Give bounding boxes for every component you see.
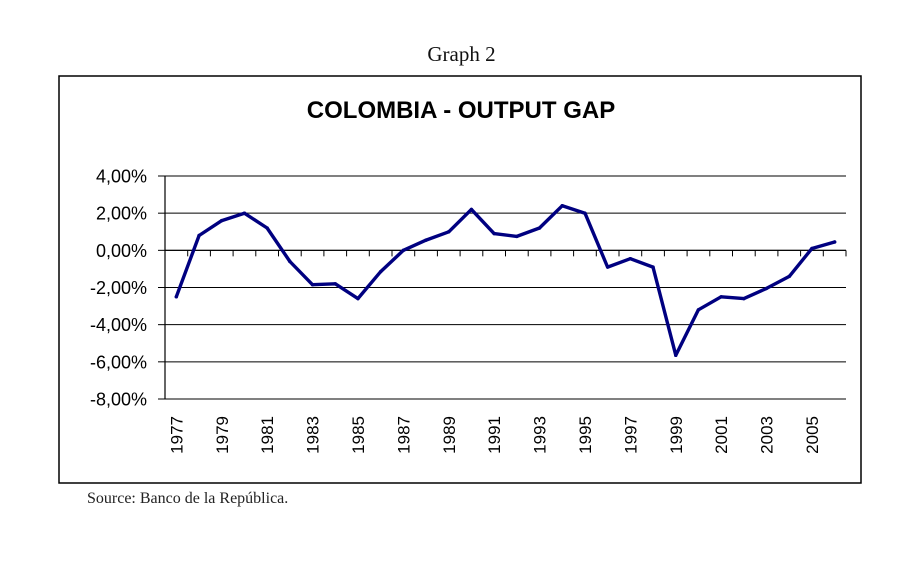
data-point: [810, 246, 814, 251]
data-point: [651, 265, 655, 269]
x-tick-label: 1983: [304, 416, 323, 454]
y-tick-label: 0,00%: [96, 241, 147, 261]
x-tick-label: 1981: [258, 416, 277, 454]
data-point: [356, 296, 360, 301]
y-tick-label: 2,00%: [96, 204, 147, 224]
y-tick-label: -6,00%: [90, 352, 147, 372]
x-tick-label: 1985: [349, 416, 368, 454]
data-point: [696, 308, 701, 312]
data-point: [197, 233, 201, 238]
data-point: [832, 240, 837, 244]
series-line: [174, 203, 837, 357]
data-point: [674, 353, 678, 358]
x-tick-label: 1997: [621, 416, 640, 454]
data-point: [447, 230, 451, 234]
x-tick-label: 2001: [712, 416, 731, 454]
data-point: [719, 295, 723, 299]
figure-caption: Graph 2: [427, 42, 496, 66]
data-point: [515, 234, 519, 239]
x-tick-label: 1977: [167, 416, 186, 454]
chart-frame: [58, 75, 862, 484]
x-tick-label: 1995: [576, 416, 595, 454]
x-axis: 1977 1979 1981 1983 1985 1987 1989 1991 1993 1995…: [165, 249, 847, 454]
x-tick-label: 1987: [394, 416, 413, 454]
chart-title: COLOMBIA - OUTPUT GAP: [307, 97, 615, 124]
data-point: [742, 296, 746, 301]
x-tick-label: 1993: [531, 416, 550, 454]
data-point: [333, 282, 337, 286]
data-point: [583, 211, 587, 215]
data-point: [310, 283, 315, 287]
data-point: [605, 265, 610, 269]
data-point: [787, 274, 791, 279]
y-tick-label: -4,00%: [90, 315, 147, 335]
data-point: [220, 218, 224, 223]
data-point: [288, 259, 292, 264]
data-point: [764, 286, 769, 291]
data-point: [492, 231, 496, 236]
x-tick-label: 1999: [667, 416, 686, 454]
x-tick-label: 1979: [213, 416, 232, 454]
y-tick-label: -8,00%: [90, 390, 147, 410]
x-tick-label: 2003: [758, 416, 777, 454]
data-point: [628, 256, 633, 261]
data-point: [424, 238, 428, 242]
data-point: [174, 295, 179, 299]
data-point: [469, 207, 474, 212]
source-note: Source: Banco de la República.: [87, 490, 289, 507]
x-tick-label: 1991: [485, 416, 504, 454]
y-tick-label: -2,00%: [90, 278, 147, 298]
x-tick-label: 2005: [803, 416, 822, 454]
data-point: [537, 226, 542, 230]
y-tick-label: 4,00%: [96, 167, 147, 187]
x-tick-label: 1989: [440, 416, 459, 454]
data-point: [378, 270, 383, 274]
y-axis: 4,00% 2,00% 0,00% -2,00% -4,00% -6,00% -8,00%: [90, 167, 166, 410]
data-point: [265, 226, 269, 230]
data-point: [560, 204, 564, 208]
data-point: [401, 248, 406, 253]
series-layer: [174, 203, 837, 358]
data-point: [242, 211, 247, 215]
